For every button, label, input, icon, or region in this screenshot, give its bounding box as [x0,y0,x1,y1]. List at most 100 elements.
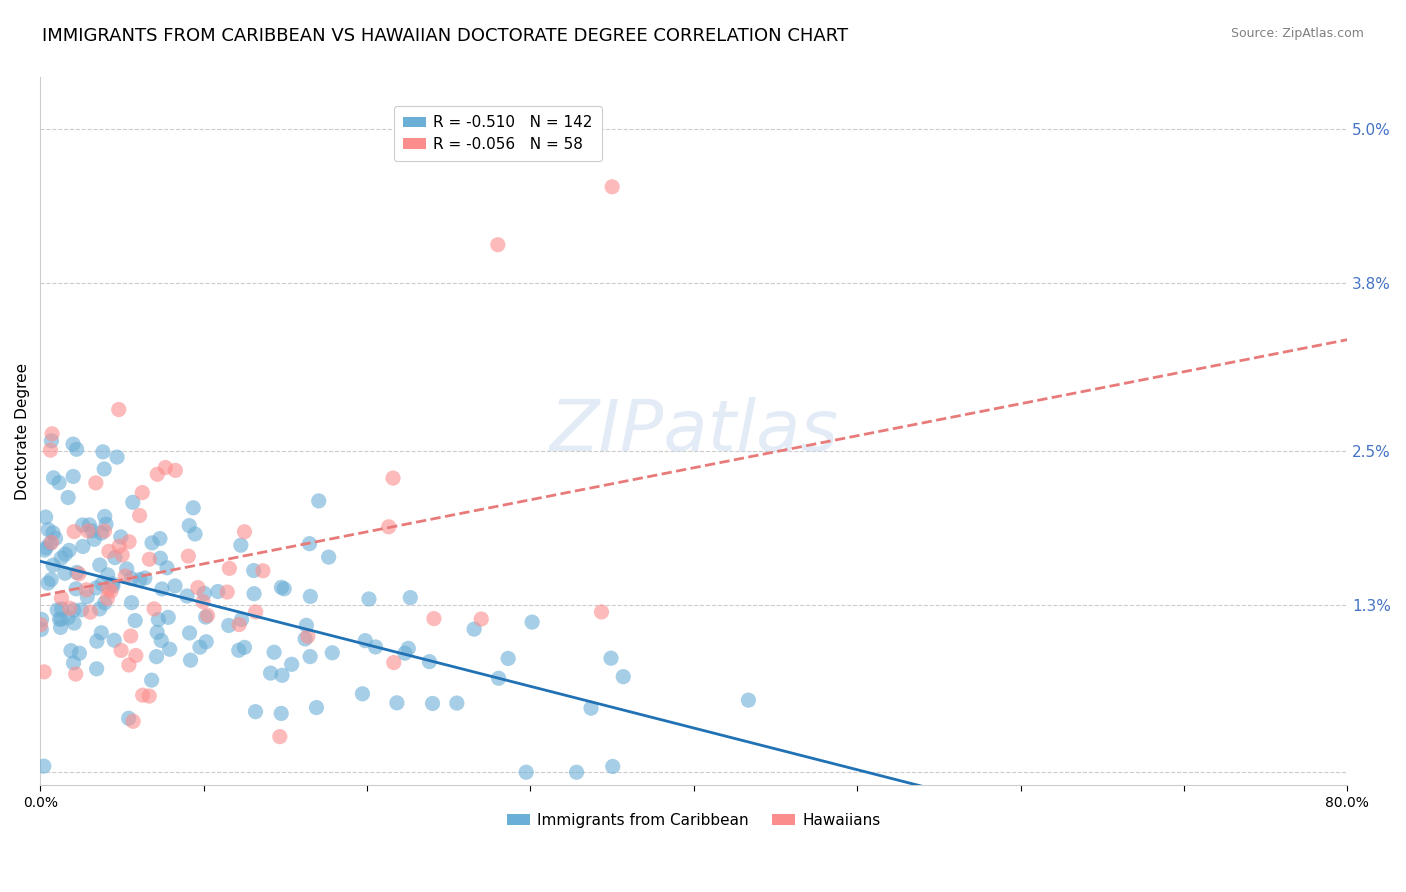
Immigrants from Caribbean [56,491,79,505]
Immigrants from Caribbean [156,561,179,575]
Immigrants from Caribbean [42,558,65,573]
Immigrants from Caribbean [39,536,62,550]
Immigrants from Caribbean [101,579,124,593]
Hawaiians [93,524,115,538]
Immigrants from Caribbean [91,577,114,591]
Hawaiians [114,569,136,583]
Immigrants from Caribbean [110,530,132,544]
Hawaiians [122,714,145,729]
Immigrants from Caribbean [180,653,202,667]
Hawaiians [600,179,623,194]
Immigrants from Caribbean [37,523,59,537]
Hawaiians [131,688,153,702]
Immigrants from Caribbean [90,526,112,541]
Immigrants from Caribbean [37,576,59,591]
Hawaiians [269,730,291,744]
Immigrants from Caribbean [193,586,215,600]
Immigrants from Caribbean [39,573,62,587]
Immigrants from Caribbean [30,623,52,637]
Hawaiians [79,605,101,619]
Hawaiians [75,582,97,597]
Immigrants from Caribbean [65,442,87,457]
Hawaiians [252,564,274,578]
Hawaiians [77,524,100,538]
Immigrants from Caribbean [89,558,111,572]
Immigrants from Caribbean [89,602,111,616]
Hawaiians [118,534,141,549]
Immigrants from Caribbean [104,550,127,565]
Immigrants from Caribbean [35,541,58,555]
Hawaiians [217,585,239,599]
Immigrants from Caribbean [150,582,173,596]
Immigrants from Caribbean [121,495,143,509]
Immigrants from Caribbean [41,434,63,448]
Immigrants from Caribbean [602,759,624,773]
Immigrants from Caribbean [231,612,253,626]
Immigrants from Caribbean [270,580,292,594]
Immigrants from Caribbean [515,765,537,780]
Immigrants from Caribbean [56,610,79,624]
Immigrants from Caribbean [45,532,67,546]
Hawaiians [107,402,129,417]
Immigrants from Caribbean [51,602,73,616]
Immigrants from Caribbean [70,603,93,617]
Immigrants from Caribbean [194,610,217,624]
Immigrants from Caribbean [188,640,211,655]
Immigrants from Caribbean [176,589,198,603]
Immigrants from Caribbean [83,533,105,547]
Hawaiians [423,612,446,626]
Immigrants from Caribbean [737,693,759,707]
Immigrants from Caribbean [463,622,485,636]
Immigrants from Caribbean [63,616,86,631]
Legend: Immigrants from Caribbean, Hawaiians: Immigrants from Caribbean, Hawaiians [501,807,887,834]
Immigrants from Caribbean [321,646,343,660]
Immigrants from Caribbean [48,475,70,490]
Hawaiians [228,617,250,632]
Immigrants from Caribbean [51,612,73,626]
Immigrants from Caribbean [141,536,163,550]
Immigrants from Caribbean [97,567,120,582]
Immigrants from Caribbean [115,562,138,576]
Immigrants from Caribbean [179,626,201,640]
Hawaiians [111,548,134,562]
Immigrants from Caribbean [352,687,374,701]
Text: IMMIGRANTS FROM CARIBBEAN VS HAWAIIAN DOCTORATE DEGREE CORRELATION CHART: IMMIGRANTS FROM CARIBBEAN VS HAWAIIAN DO… [42,27,848,45]
Immigrants from Caribbean [263,645,285,659]
Hawaiians [30,617,52,632]
Immigrants from Caribbean [32,759,55,773]
Immigrants from Caribbean [148,613,170,627]
Immigrants from Caribbean [299,649,322,664]
Hawaiians [138,689,160,703]
Immigrants from Caribbean [354,633,377,648]
Immigrants from Caribbean [145,649,167,664]
Immigrants from Caribbean [49,620,72,634]
Hawaiians [63,524,86,539]
Hawaiians [120,629,142,643]
Immigrants from Caribbean [86,662,108,676]
Immigrants from Caribbean [422,697,444,711]
Hawaiians [297,629,319,643]
Immigrants from Caribbean [62,437,84,451]
Immigrants from Caribbean [565,765,588,780]
Immigrants from Caribbean [128,573,150,587]
Immigrants from Caribbean [218,618,240,632]
Immigrants from Caribbean [141,673,163,687]
Hawaiians [377,520,399,534]
Hawaiians [470,612,492,626]
Immigrants from Caribbean [42,471,65,485]
Immigrants from Caribbean [62,603,84,617]
Immigrants from Caribbean [103,633,125,648]
Immigrants from Caribbean [146,625,169,640]
Immigrants from Caribbean [280,657,302,672]
Hawaiians [118,658,141,673]
Immigrants from Caribbean [579,701,602,715]
Immigrants from Caribbean [121,596,143,610]
Immigrants from Caribbean [34,510,56,524]
Hawaiians [165,463,187,477]
Immigrants from Caribbean [94,517,117,532]
Immigrants from Caribbean [159,642,181,657]
Hawaiians [143,602,166,616]
Hawaiians [97,582,120,596]
Immigrants from Caribbean [31,612,53,626]
Immigrants from Caribbean [612,670,634,684]
